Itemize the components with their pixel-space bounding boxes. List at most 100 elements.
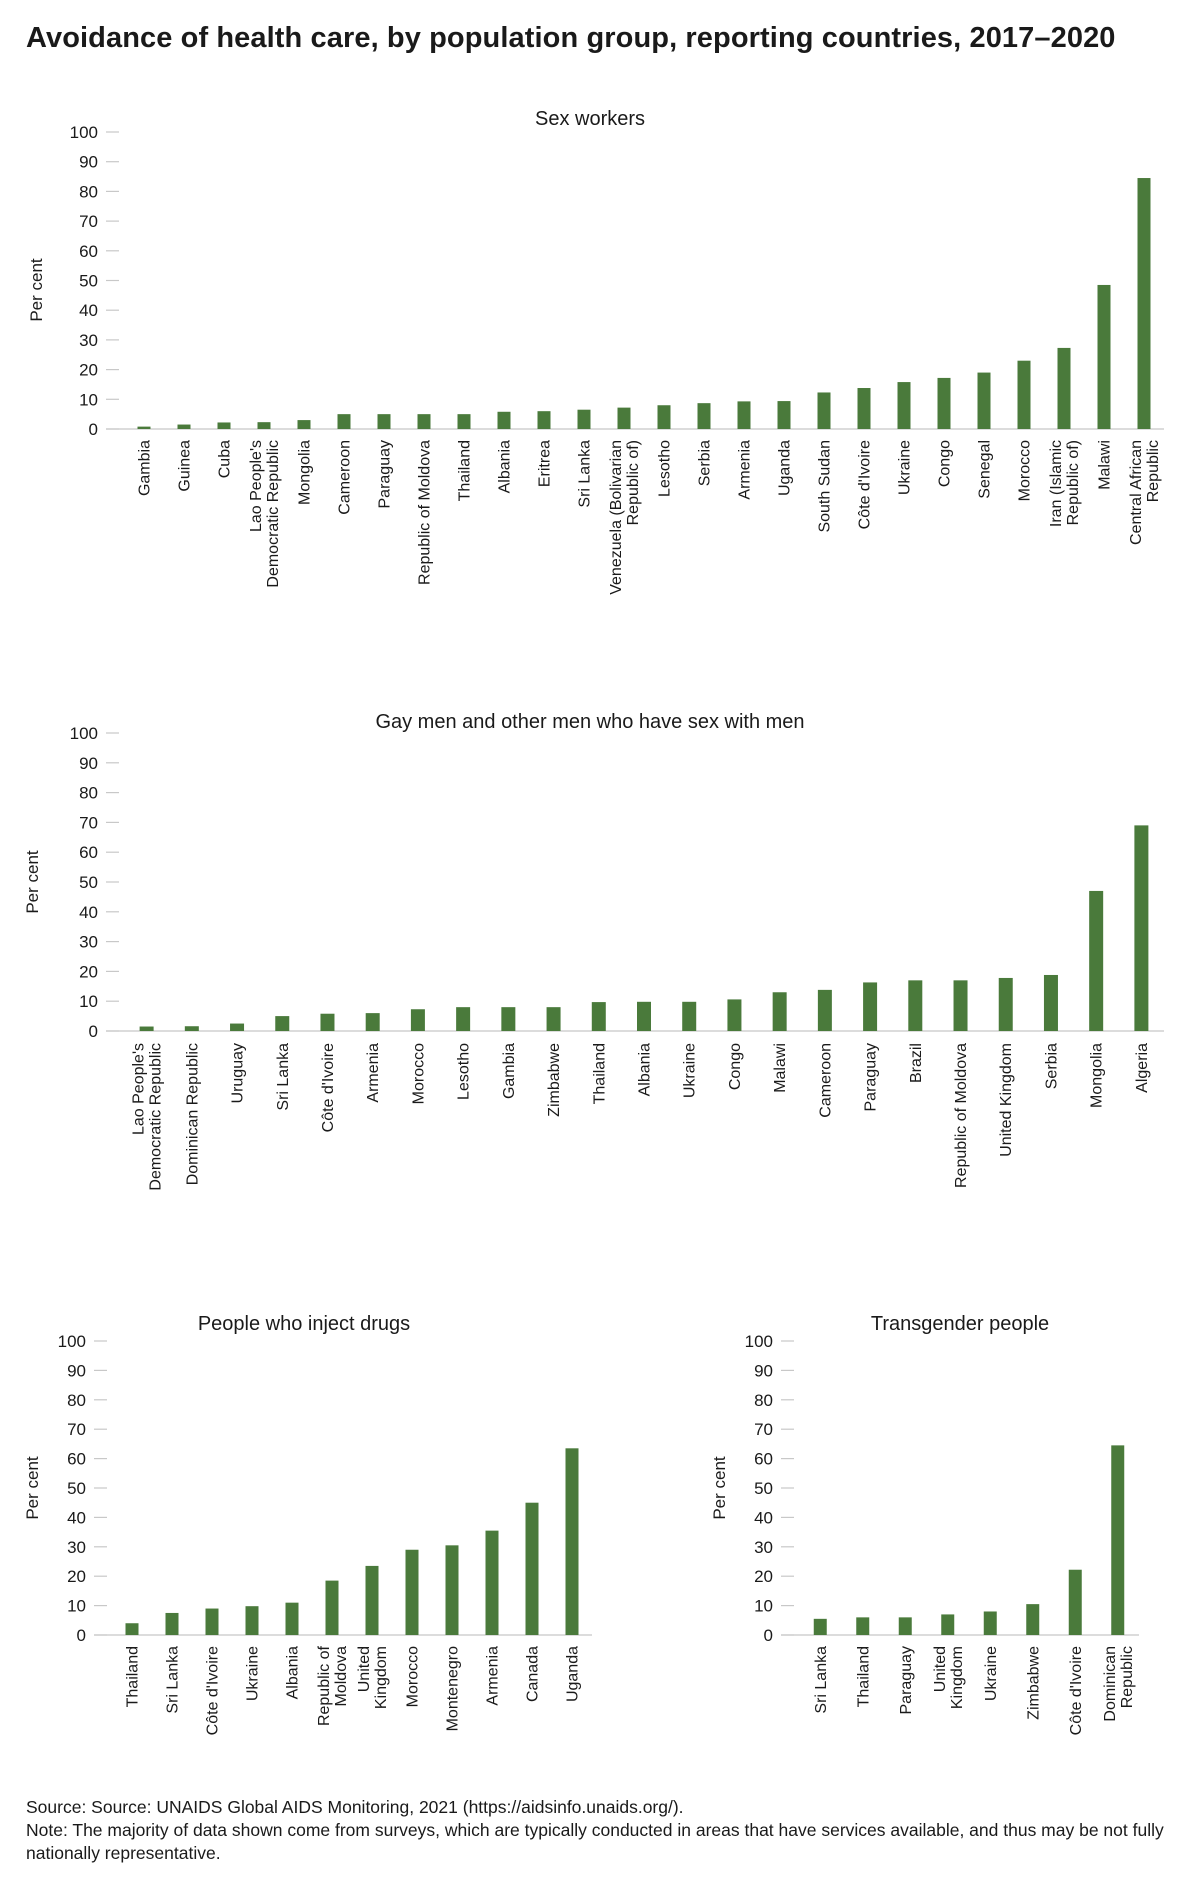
x-tick-label: Cameroon [817,1043,834,1118]
bar [1057,347,1071,429]
bar [617,407,631,429]
bar [941,1614,955,1635]
x-tick-label: Lao People'sDemocratic Republic [131,1043,165,1191]
x-tick-label: Central AfricanRepublic [1128,440,1162,545]
x-tick-label: Uganda [777,440,794,496]
x-tick-label: Uruguay [230,1043,247,1103]
y-tick-label: 60 [79,843,98,862]
x-tick-label: Morocco [405,1646,422,1707]
x-tick-label: Armenia [365,1043,382,1103]
bar [497,411,511,429]
y-tick-label: 100 [70,724,98,743]
bar [682,1001,697,1031]
x-tick-label: Ukraine [983,1646,1000,1701]
bar [417,414,431,429]
x-tick-label: UnitedKingdom [356,1646,390,1709]
y-tick-label: 20 [67,1567,86,1586]
bar [1026,1604,1040,1635]
x-tick-label: Guinea [177,440,194,492]
y-tick-label: 10 [79,390,98,409]
y-tick-label: 40 [79,903,98,922]
bar [377,414,391,429]
x-tick-label: United Kingdom [998,1043,1015,1157]
bar [205,1608,219,1635]
chart-sex-workers: Sex workers Per cent 0 10 20 30 40 50 60 70 80 90 10… [27,108,1164,595]
bar [983,1611,997,1635]
bar [184,1026,199,1031]
x-tick-label: Iran (IslamicRepublic of) [1048,440,1082,527]
bar [410,1009,425,1031]
y-tick-label: 0 [89,1022,98,1041]
y-tick-label: 90 [79,754,98,773]
x-tick-label: Paraguay [863,1043,880,1112]
x-tick-label: Brazil [908,1043,925,1083]
x-tick-label: Congo [937,440,954,487]
bar [772,992,787,1031]
bar [275,1016,290,1031]
x-tick-label: Albania [285,1646,302,1699]
source-note: Source: Source: UNAIDS Global AIDS Monit… [26,1797,684,1817]
x-tick-label: Sri Lanka [275,1043,292,1111]
y-tick-label: 60 [79,242,98,261]
x-tick-label: Côte d'Ivoire [1068,1646,1085,1735]
bar [1043,974,1058,1031]
y-tick-label: 40 [67,1508,86,1527]
footer: Source: Source: UNAIDS Global AIDS Monit… [26,1796,1176,1865]
y-axis-label: Per cent [23,850,42,914]
x-tick-label: Gambia [137,440,154,496]
bar [245,1606,259,1635]
y-tick-label: 20 [754,1567,773,1586]
y-tick-label: 80 [754,1391,773,1410]
bar [953,980,968,1031]
bar [217,422,231,429]
bar [501,1007,516,1031]
y-tick-label: 60 [67,1450,86,1469]
y-tick-label: 70 [79,813,98,832]
bar [657,405,671,429]
x-tick-label: Cameroon [337,440,354,515]
bar [1134,825,1149,1031]
bar [1068,1569,1082,1635]
x-tick-label: Serbia [697,440,714,486]
x-tick-label: Ukraine [682,1043,699,1098]
bar [1097,284,1111,429]
bar [857,388,871,429]
y-tick-label: 40 [754,1508,773,1527]
y-tick-label: 90 [79,153,98,172]
chart-gay-men-msm: Gay men and other men who have sex with … [23,711,1164,1191]
y-tick-label: 60 [754,1450,773,1469]
x-tick-label: Albania [497,440,514,493]
x-tick-label: Armenia [737,440,754,500]
x-tick-label: Canada [525,1646,542,1702]
x-tick-label: Thailand [125,1646,142,1707]
x-tick-label: Congo [727,1043,744,1090]
x-tick-label: Côte d'Ivoire [857,440,874,529]
page-title: Avoidance of health care, by population … [26,22,1116,54]
bar [1111,1445,1125,1635]
x-tick-label: Dominican Republic [184,1043,201,1185]
x-tick-label: Sri Lanka [813,1646,830,1714]
bar [577,409,591,429]
x-tick-label: Zimbabwe [1025,1646,1042,1720]
bar [257,422,271,429]
bar [546,1007,561,1031]
x-tick-label: Thailand [855,1646,872,1707]
bar [591,1002,606,1031]
bar [485,1530,499,1635]
bar [325,1580,339,1635]
y-axis-label: Per cent [23,1456,42,1520]
y-tick-label: 90 [754,1361,773,1380]
bar [537,411,551,429]
bar [1137,178,1151,429]
x-tick-label: Sri Lanka [577,440,594,508]
bar [1017,360,1031,429]
bar [165,1612,179,1635]
y-tick-label: 10 [754,1597,773,1616]
bar [405,1549,419,1635]
x-tick-label: Morocco [1017,440,1034,501]
chart-people-who-inject-drugs: People who inject drugs Per cent 0 10 20 30 40… [23,1313,592,1735]
x-tick-label: South Sudan [817,440,834,533]
bar [813,1618,827,1635]
x-tick-label: Uganda [565,1646,582,1702]
x-tick-label: DominicanRepublic [1102,1646,1136,1722]
